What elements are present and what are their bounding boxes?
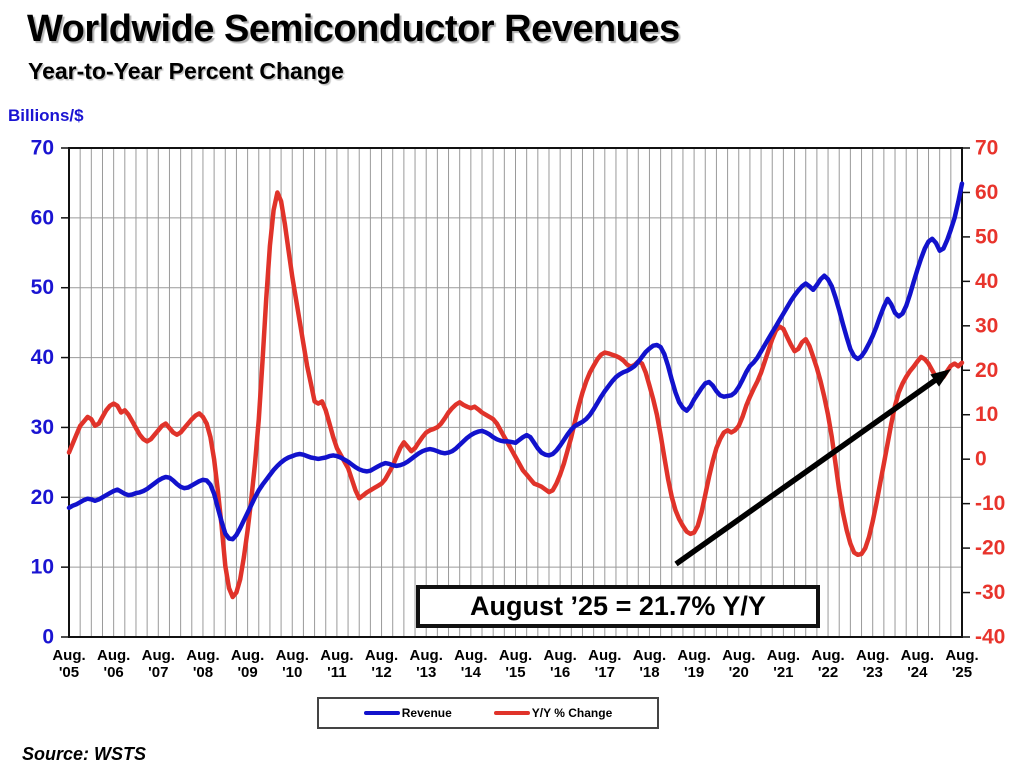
legend-label-yoy: Y/Y % Change bbox=[531, 706, 613, 720]
x-axis-tick-label: Aug. '22 bbox=[811, 647, 844, 681]
x-axis-tick-label: Aug. '20 bbox=[722, 647, 755, 681]
right-axis-tick-label: -40 bbox=[975, 626, 1005, 649]
x-axis-tick-label: Aug. '15 bbox=[499, 647, 532, 681]
left-axis-tick-label: 60 bbox=[31, 206, 54, 229]
left-axis-tick-label: 50 bbox=[31, 276, 54, 299]
trend-arrow-head bbox=[930, 369, 951, 387]
x-axis-tick-label: Aug. '17 bbox=[588, 647, 621, 681]
x-axis-tick-labels: Aug. '05 Aug. '06 Aug. '07 Aug. '08 Aug. '09 Aug. '… bbox=[52, 647, 978, 681]
legend: Revenue Y/Y % Change bbox=[317, 697, 659, 729]
trend-arrow bbox=[674, 369, 951, 567]
x-axis-tick-label: Aug. '09 bbox=[231, 647, 264, 681]
annotation-text: August ’25 = 21.7% Y/Y bbox=[470, 591, 766, 621]
left-axis-tick-label: 40 bbox=[31, 346, 54, 369]
x-axis-tick-label: Aug. '06 bbox=[97, 647, 130, 681]
x-axis-tick-label: Aug. '21 bbox=[767, 647, 800, 681]
legend-item-yoy: Y/Y % Change bbox=[493, 706, 613, 720]
axis-ticks bbox=[61, 147, 970, 638]
legend-item-revenue: Revenue bbox=[363, 706, 452, 720]
right-axis-tick-label: 40 bbox=[975, 270, 998, 293]
x-axis-tick-label: Aug. '16 bbox=[543, 647, 576, 681]
right-axis-tick-labels: -40 -30 -20 -10 0 10 20 30 40 50 60 70 bbox=[975, 137, 1005, 649]
legend-label-revenue: Revenue bbox=[401, 706, 452, 720]
x-axis-tick-label: Aug. '13 bbox=[410, 647, 443, 681]
source-note: Source: WSTS bbox=[22, 744, 147, 764]
right-axis-tick-label: -30 bbox=[975, 581, 1005, 604]
x-axis-tick-label: Aug. '10 bbox=[276, 647, 309, 681]
x-axis-tick-label: Aug. '07 bbox=[142, 647, 175, 681]
yoy-line-swatch bbox=[493, 711, 530, 715]
right-axis-tick-label: -10 bbox=[975, 492, 1005, 515]
right-axis-tick-label: 50 bbox=[975, 225, 998, 248]
x-axis-tick-label: Aug. '05 bbox=[52, 647, 85, 681]
left-axis-tick-label: 10 bbox=[31, 556, 54, 579]
x-axis-tick-label: Aug. '08 bbox=[186, 647, 219, 681]
left-axis-tick-label: 70 bbox=[31, 137, 54, 160]
right-axis-tick-label: 20 bbox=[975, 359, 998, 382]
gridlines bbox=[69, 148, 962, 637]
right-axis-tick-label: -20 bbox=[975, 537, 1005, 560]
left-axis-tick-label: 20 bbox=[31, 486, 54, 509]
x-axis-tick-label: Aug. '12 bbox=[365, 647, 398, 681]
chart-title: Worldwide Semiconductor Revenues bbox=[27, 8, 680, 50]
right-axis-tick-label: 30 bbox=[975, 314, 998, 337]
x-axis-tick-label: Aug. '19 bbox=[677, 647, 710, 681]
left-axis-tick-label: 30 bbox=[31, 416, 54, 439]
left-axis-title: Billions/$ bbox=[8, 106, 84, 125]
left-axis-tick-label: 0 bbox=[42, 626, 54, 649]
x-axis-tick-label: Aug. '14 bbox=[454, 647, 487, 681]
revenue-line bbox=[66, 181, 965, 542]
yoy-change-line bbox=[66, 190, 965, 600]
x-axis-tick-label: Aug. '11 bbox=[320, 647, 353, 681]
x-axis-tick-label: Aug. '18 bbox=[633, 647, 666, 681]
revenue-line-swatch bbox=[363, 711, 400, 715]
right-axis-tick-label: 70 bbox=[975, 137, 998, 160]
chart-subtitle: Year-to-Year Percent Change bbox=[28, 58, 344, 84]
x-axis-tick-label: Aug. '25 bbox=[945, 647, 978, 681]
x-axis-tick-label: Aug. '23 bbox=[856, 647, 889, 681]
right-axis-tick-label: 10 bbox=[975, 403, 998, 426]
right-axis-tick-label: 60 bbox=[975, 181, 998, 204]
x-axis-tick-label: Aug. '24 bbox=[901, 647, 934, 681]
plot-border bbox=[68, 147, 963, 638]
annotation-box: August ’25 = 21.7% Y/Y bbox=[416, 585, 820, 628]
trend-arrow-shaft bbox=[674, 374, 942, 567]
left-axis-tick-labels: 0 10 20 30 40 50 60 70 bbox=[31, 137, 54, 649]
right-axis-tick-label: 0 bbox=[975, 448, 987, 471]
